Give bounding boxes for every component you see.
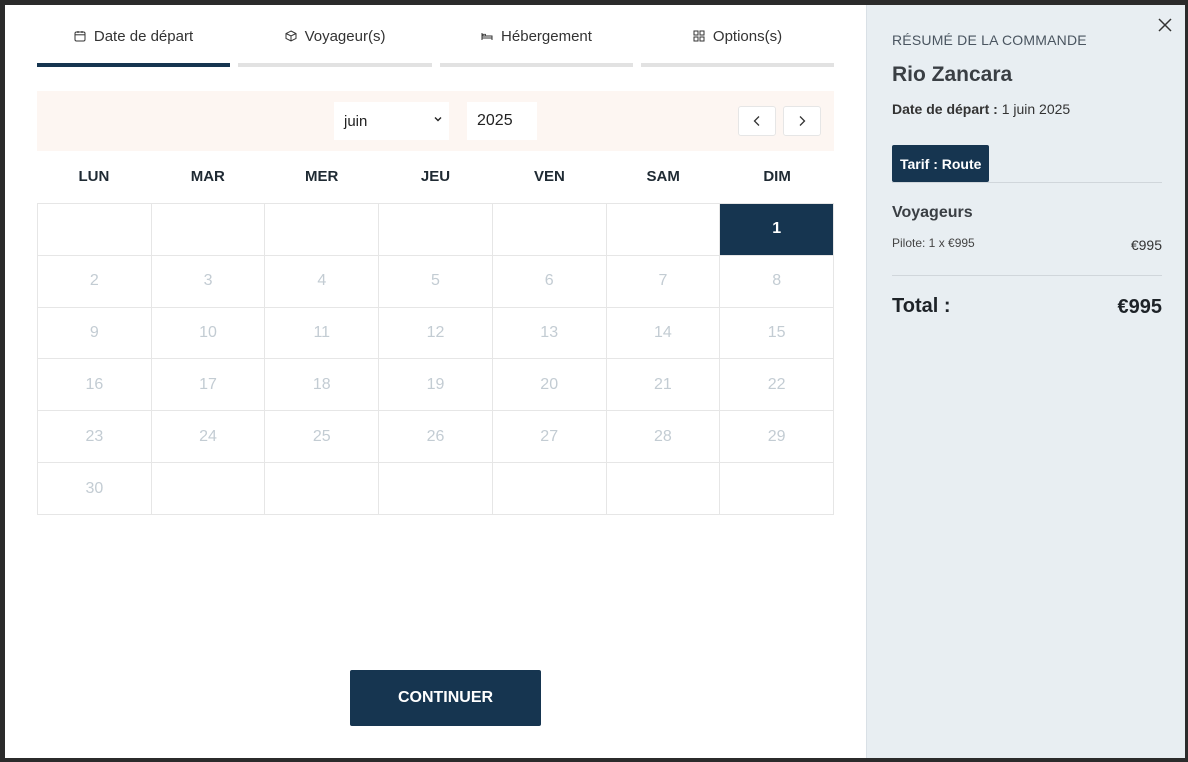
calendar-day: 22 bbox=[720, 359, 834, 412]
month-select-value: juin bbox=[344, 112, 368, 130]
previous-month-button[interactable] bbox=[738, 106, 776, 136]
tab-label: Hébergement bbox=[501, 27, 592, 45]
tab-indicator bbox=[37, 63, 230, 67]
calendar-day: 6 bbox=[492, 255, 607, 308]
calendar-empty-cell bbox=[379, 204, 493, 256]
tab-indicator bbox=[440, 63, 633, 67]
tarif-badge: Tarif : Route bbox=[892, 145, 990, 182]
calendar-day: 19 bbox=[379, 359, 493, 412]
tab-indicator bbox=[641, 63, 834, 67]
step-tabs: Date de départ Voyageur(s) Hébergement bbox=[37, 5, 834, 67]
calendar-empty-cell bbox=[720, 463, 834, 515]
calendar-day: 11 bbox=[265, 307, 380, 360]
tab-date-de-depart[interactable]: Date de départ bbox=[37, 5, 230, 67]
calendar-day: 20 bbox=[492, 359, 607, 412]
calendar-day: 28 bbox=[606, 411, 721, 464]
departure-label: Date de départ : bbox=[892, 101, 998, 117]
calendar-empty-cell bbox=[151, 204, 266, 256]
booking-modal: Date de départ Voyageur(s) Hébergement bbox=[5, 5, 1185, 758]
total-label: Total : bbox=[892, 295, 951, 317]
next-month-button[interactable] bbox=[783, 106, 821, 136]
calendar-day[interactable]: 1 bbox=[720, 204, 834, 256]
order-summary-panel: RÉSUMÉ DE LA COMMANDE Rio Zancara Date d… bbox=[866, 5, 1185, 758]
calendar-day: 30 bbox=[38, 463, 152, 515]
traveller-line-label: Pilote: 1 x €995 bbox=[892, 236, 975, 250]
calendar-icon bbox=[74, 30, 86, 42]
tab-label: Date de départ bbox=[93, 27, 194, 45]
year-input[interactable] bbox=[467, 102, 537, 140]
calendar-day: 7 bbox=[606, 255, 721, 308]
traveller-line-price: €995 bbox=[1130, 237, 1162, 253]
month-select[interactable]: juin bbox=[334, 102, 449, 140]
calendar-empty-cell bbox=[606, 204, 721, 256]
total-price: €995 bbox=[1117, 296, 1163, 318]
divider bbox=[892, 275, 1162, 276]
tab-hebergement[interactable]: Hébergement bbox=[440, 5, 633, 67]
calendar-toolbar: juin bbox=[37, 91, 834, 151]
close-icon[interactable] bbox=[1157, 17, 1173, 33]
calendar-empty-cell bbox=[265, 463, 380, 515]
calendar-day: 4 bbox=[265, 255, 380, 308]
calendar-day: 15 bbox=[720, 307, 834, 360]
weekday-label: SAM bbox=[646, 168, 680, 185]
calendar-day: 26 bbox=[379, 411, 493, 464]
calendar-day: 12 bbox=[379, 307, 493, 360]
departure-value: 1 juin 2025 bbox=[1001, 101, 1071, 117]
calendar-empty-cell bbox=[606, 463, 721, 515]
calendar-day: 18 bbox=[265, 359, 380, 412]
chevron-right-icon bbox=[799, 116, 806, 126]
summary-heading: RÉSUMÉ DE LA COMMANDE bbox=[892, 32, 1087, 48]
calendar-day: 9 bbox=[38, 307, 152, 360]
weekday-header: LUN MAR MER JEU VEN SAM DIM bbox=[37, 163, 834, 191]
calendar-day: 29 bbox=[720, 411, 834, 464]
grid-icon bbox=[693, 30, 705, 42]
divider bbox=[892, 182, 1162, 183]
calendar-empty-cell bbox=[265, 204, 380, 256]
trip-name: Rio Zancara bbox=[892, 63, 1013, 86]
calendar-day: 10 bbox=[151, 307, 266, 360]
weekday-label: VEN bbox=[533, 168, 565, 185]
calendar-day: 23 bbox=[38, 411, 152, 464]
calendar-day: 16 bbox=[38, 359, 152, 412]
tab-voyageurs[interactable]: Voyageur(s) bbox=[238, 5, 432, 67]
calendar-day: 8 bbox=[720, 255, 834, 308]
calendar-day: 25 bbox=[265, 411, 380, 464]
tab-label: Options(s) bbox=[712, 27, 783, 45]
weekday-label: MER bbox=[304, 168, 339, 185]
calendar-day: 5 bbox=[379, 255, 493, 308]
chevron-left-icon bbox=[753, 116, 760, 126]
travellers-heading: Voyageurs bbox=[892, 204, 973, 221]
weekday-label: MAR bbox=[190, 168, 225, 185]
weekday-label: DIM bbox=[763, 168, 791, 185]
departure-date: Date de départ : 1 juin 2025 bbox=[892, 101, 1070, 117]
calendar-empty-cell bbox=[492, 463, 607, 515]
calendar-day: 2 bbox=[38, 255, 152, 308]
calendar-empty-cell bbox=[379, 463, 493, 515]
calendar-empty-cell bbox=[38, 204, 152, 256]
booking-main-panel: Date de départ Voyageur(s) Hébergement bbox=[5, 5, 866, 758]
calendar-day: 17 bbox=[151, 359, 266, 412]
calendar-day: 24 bbox=[151, 411, 266, 464]
calendar-day: 13 bbox=[492, 307, 607, 360]
continue-button[interactable]: CONTINUER bbox=[350, 670, 541, 726]
chevron-down-icon bbox=[434, 117, 442, 122]
weekday-label: LUN bbox=[78, 168, 110, 185]
calendar-day: 21 bbox=[606, 359, 721, 412]
weekday-label: JEU bbox=[420, 168, 451, 185]
calendar-empty-cell bbox=[492, 204, 607, 256]
calendar-grid: 1 2 3 4 5 6 7 8 9 10 11 12 13 14 15 16 17 18 19 20 21 22 23 24 2… bbox=[37, 203, 834, 515]
calendar-day: 14 bbox=[606, 307, 721, 360]
tab-indicator bbox=[238, 63, 432, 67]
calendar-empty-cell bbox=[151, 463, 266, 515]
calendar-day: 3 bbox=[151, 255, 266, 308]
tab-options[interactable]: Options(s) bbox=[641, 5, 834, 67]
tab-label: Voyageur(s) bbox=[304, 27, 386, 45]
calendar-day: 27 bbox=[492, 411, 607, 464]
bed-icon bbox=[481, 30, 493, 42]
cube-icon bbox=[285, 30, 297, 42]
